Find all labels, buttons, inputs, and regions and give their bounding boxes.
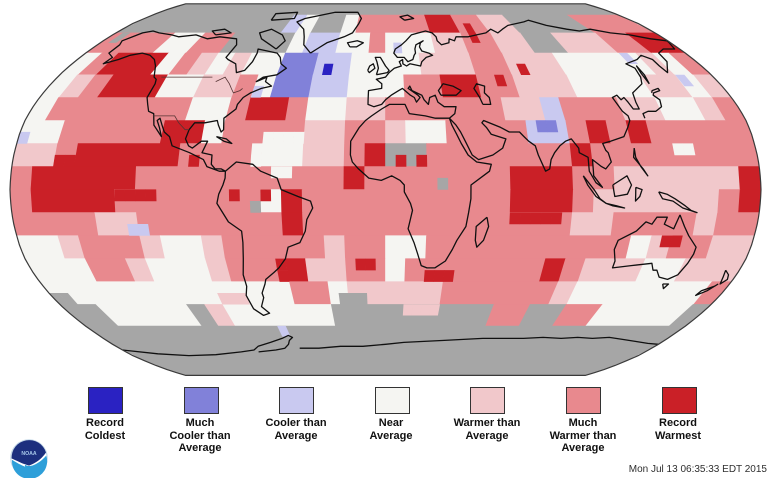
svg-text:NOAA: NOAA <box>21 451 37 457</box>
